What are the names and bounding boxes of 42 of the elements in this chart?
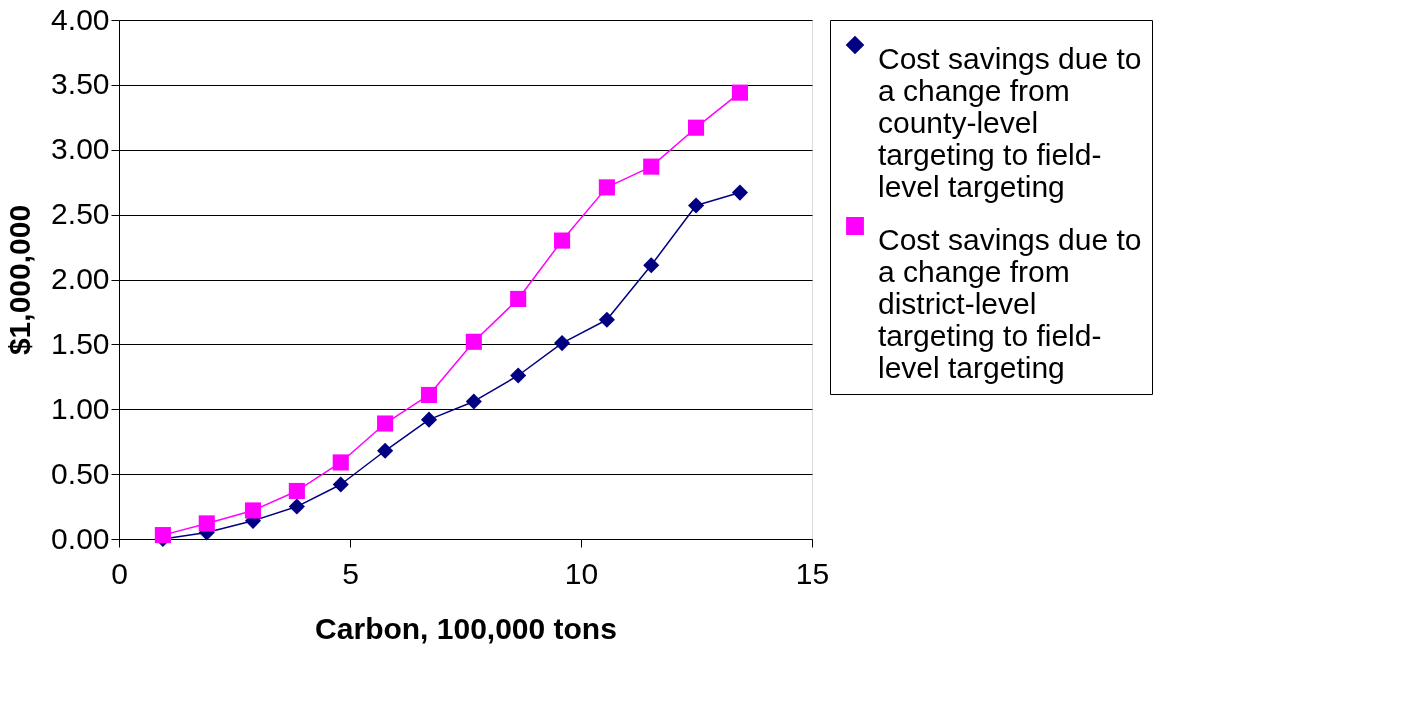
x-axis-title: Carbon, 100,000 tons <box>315 611 617 645</box>
y-tick-label: 0.00 <box>51 521 110 555</box>
point <box>288 482 305 500</box>
point <box>332 476 349 493</box>
point <box>198 515 215 532</box>
point <box>465 333 482 350</box>
point <box>554 232 571 249</box>
point <box>288 498 305 515</box>
point <box>731 84 748 101</box>
point <box>731 184 748 201</box>
point <box>465 393 482 410</box>
y-tick-label: 3.50 <box>51 67 110 101</box>
y-axis-title: $1,000,000 <box>3 204 37 356</box>
y-tick-label: 0.50 <box>51 456 110 490</box>
x-tick-label: 15 <box>795 556 830 590</box>
point <box>598 311 615 328</box>
point <box>643 257 660 274</box>
point <box>420 411 438 428</box>
point <box>598 179 615 196</box>
point <box>154 527 171 544</box>
y-tick-label: 3.00 <box>51 132 110 166</box>
point <box>687 119 705 136</box>
legend-label: Cost savings due to a change from county-level targeting to field-level targeting <box>878 42 1142 203</box>
x-tick-label: 0 <box>111 556 128 590</box>
point <box>687 197 705 214</box>
y-tick-label: 2.50 <box>51 197 110 231</box>
point <box>377 415 394 432</box>
y-tick-label: 1.00 <box>51 391 110 425</box>
point <box>510 367 527 384</box>
point <box>420 386 438 404</box>
point <box>244 502 262 519</box>
point <box>643 158 660 175</box>
point <box>510 290 527 308</box>
point <box>332 454 349 471</box>
x-tick-label: 5 <box>342 556 359 590</box>
y-tick-label: 2.00 <box>51 262 110 295</box>
point <box>377 442 394 459</box>
point <box>554 335 571 352</box>
y-tick-label: 1.50 <box>51 326 110 360</box>
legend-label: Cost savings due to a change from district-level targeting to field-level targeting <box>878 223 1142 384</box>
y-tick-label: 4.00 <box>51 2 110 36</box>
x-tick-label: 10 <box>564 556 599 590</box>
